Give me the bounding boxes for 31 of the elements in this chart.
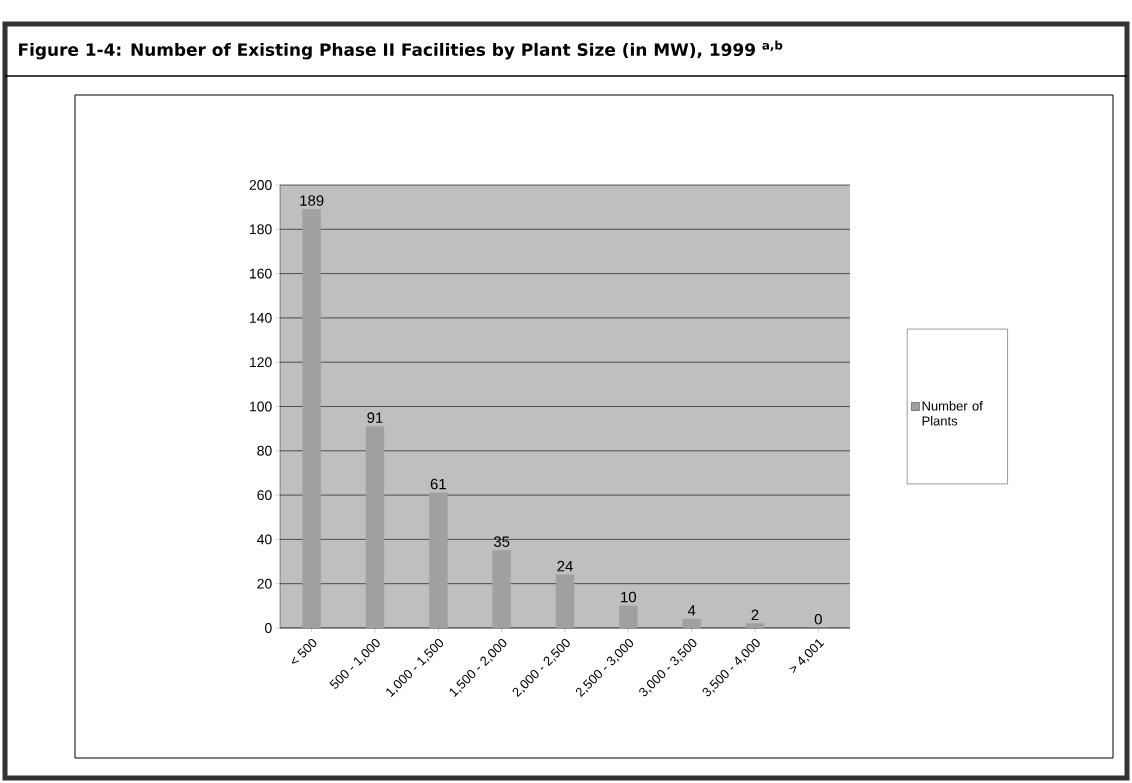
y-tick-label: 100 <box>250 401 272 412</box>
data-label: 24 <box>557 560 573 572</box>
y-tick-label: 0 <box>265 623 272 633</box>
y-tick-label: 200 <box>249 180 272 190</box>
y-tick-label: 40 <box>257 534 272 545</box>
legend-label: Number of Plants <box>922 401 983 426</box>
data-label: 2 <box>751 609 759 621</box>
bar <box>682 618 701 628</box>
y-tick-label: 60 <box>257 490 272 501</box>
bar <box>492 550 511 628</box>
data-label: 4 <box>687 605 696 616</box>
bar <box>745 623 765 628</box>
y-tick-label: 160 <box>250 268 272 279</box>
y-tick-label: 140 <box>250 312 272 323</box>
data-label: 10 <box>621 591 637 603</box>
y-tick-label: 80 <box>257 445 272 456</box>
bar <box>619 605 638 628</box>
data-label: 61 <box>430 478 446 490</box>
y-tick-label: 180 <box>250 224 272 235</box>
data-label: 35 <box>493 536 510 547</box>
y-tick-label: 20 <box>257 578 272 589</box>
bar <box>365 426 385 628</box>
x-tick-label: < 500 <box>291 638 317 664</box>
data-label: 0 <box>814 613 822 625</box>
bar <box>302 209 321 628</box>
y-tick-label: 120 <box>250 357 272 368</box>
chart-title: Figure 1-4: Number of Existing Phase II Facilities by Plant Size (in MW), 1999 $^{a,b}$ <box>19 40 783 60</box>
bar <box>429 492 448 628</box>
data-label: 189 <box>300 195 324 206</box>
bar <box>555 574 575 628</box>
data-label: 91 <box>367 412 383 423</box>
